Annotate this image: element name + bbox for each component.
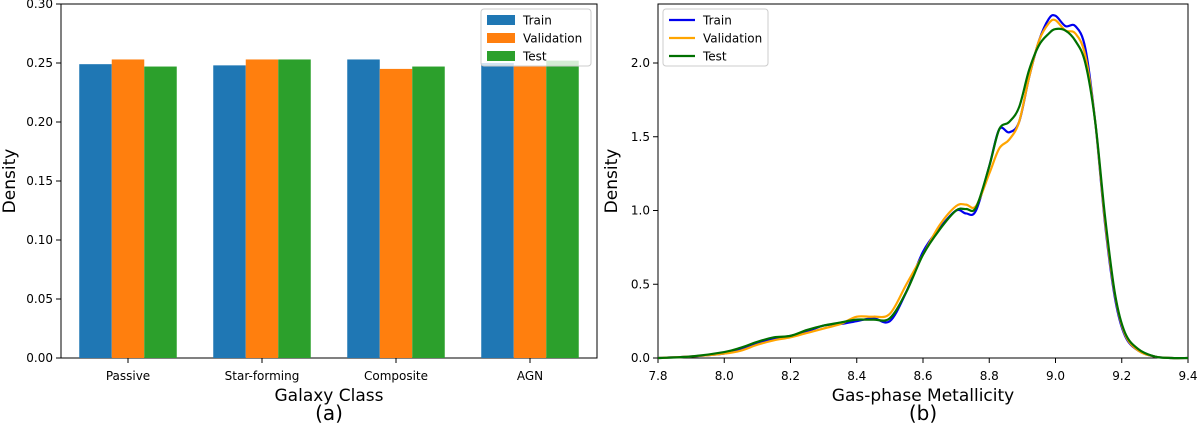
bar-train-passive <box>79 64 112 359</box>
bar-train-composite <box>347 59 380 359</box>
legend-label-validation: Validation <box>703 32 762 46</box>
x-axis-title: Galaxy Class <box>275 386 384 406</box>
y-tick-label: 0.10 <box>26 233 53 247</box>
x-tick-label: 7.8 <box>648 369 667 383</box>
y-tick-label: 0.30 <box>26 0 53 11</box>
line-validation <box>657 18 1189 360</box>
x-tick-label: AGN <box>517 369 543 383</box>
legend-swatch-train <box>487 15 515 25</box>
legend-swatch-test <box>487 51 515 61</box>
legend-label-test: Test <box>702 50 727 64</box>
y-tick-label: 1.0 <box>631 204 650 218</box>
y-axis-title: Density <box>602 149 622 214</box>
x-tick-label: 9.4 <box>1178 369 1197 383</box>
x-axis-title: Gas-phase Metallicity <box>832 386 1014 406</box>
bar-validation-composite <box>379 68 413 359</box>
line-train <box>657 13 1189 360</box>
legend-label-validation: Validation <box>523 32 582 46</box>
line-test <box>657 27 1189 360</box>
bar-train-agn <box>481 63 514 358</box>
legend-label-test: Test <box>522 50 547 64</box>
legend-box <box>662 8 769 67</box>
x-tick-label: 9.0 <box>1046 369 1065 383</box>
bar-test-composite <box>412 66 445 358</box>
x-tick-label: 8.2 <box>781 369 800 383</box>
bar-validation-star-forming <box>245 59 279 359</box>
x-tick-label: 8.4 <box>847 369 866 383</box>
legend-label-train: Train <box>522 14 552 28</box>
legend: Train Validation Test <box>480 8 592 67</box>
bar-validation-agn <box>513 66 547 358</box>
y-tick-label: 0.25 <box>26 56 53 70</box>
y-tick-label: 0.15 <box>26 174 53 188</box>
x-tick-label: 8.0 <box>715 369 734 383</box>
y-tick-label: 0.0 <box>631 351 650 365</box>
y-tick-label: 0.20 <box>26 115 53 129</box>
y-tick-label: 1.5 <box>631 130 650 144</box>
panel-a-bar-chart: 0.00 0.05 0.10 0.15 0.20 0.25 0.30 Passive Star-… <box>0 0 598 425</box>
y-tick-label: 0.05 <box>26 292 53 306</box>
x-tick-label: 9.2 <box>1112 369 1131 383</box>
y-tick-label: 2.0 <box>631 56 650 70</box>
bar-test-star-forming <box>278 59 311 359</box>
y-tick-label: 0.00 <box>26 351 53 365</box>
legend-swatch-validation <box>487 33 515 43</box>
x-tick-label: Passive <box>106 369 150 383</box>
legend: Train Validation Test <box>662 8 769 67</box>
panel-b-density-chart: 0.0 0.5 1.0 1.5 2.0 7.8 8.0 8.2 8.4 8.6 8.8 9.0 9.2 9… <box>602 3 1198 425</box>
y-axis-title: Density <box>0 149 20 214</box>
bar-test-agn <box>546 60 579 358</box>
panel-label: (b) <box>909 401 937 425</box>
bar-validation-passive <box>111 59 145 359</box>
bar-train-star-forming <box>213 65 246 359</box>
panel-label: (a) <box>315 401 343 425</box>
x-tick-label: 8.6 <box>913 369 932 383</box>
x-tick-label: 8.8 <box>980 369 999 383</box>
x-tick-label: Composite <box>364 369 428 383</box>
x-tick-label: Star-forming <box>225 369 300 383</box>
legend-label-train: Train <box>702 14 732 28</box>
y-tick-label: 0.5 <box>631 277 650 291</box>
bar-test-passive <box>144 66 177 358</box>
